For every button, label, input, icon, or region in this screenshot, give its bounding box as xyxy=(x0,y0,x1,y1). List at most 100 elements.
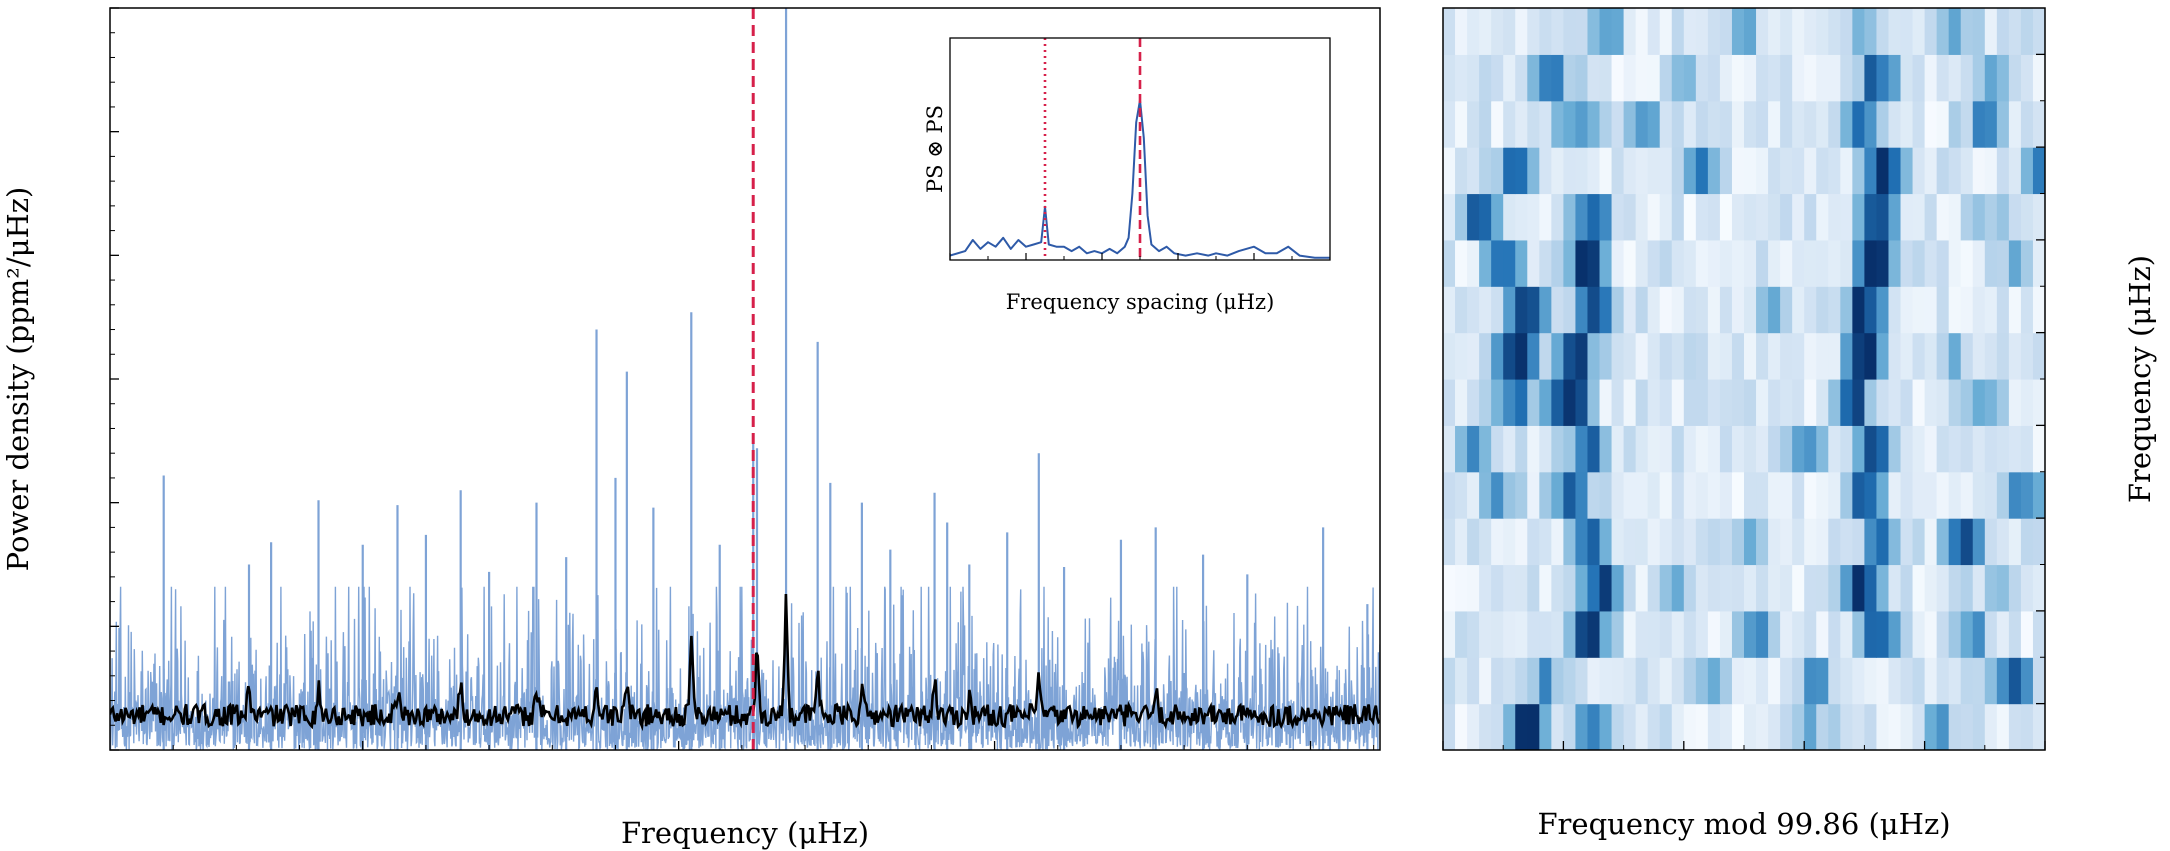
heatmap-cell xyxy=(1816,8,1829,55)
heatmap-cell xyxy=(1888,471,1902,519)
heatmap-cell xyxy=(1695,564,1709,612)
heatmap-cell xyxy=(1551,332,1564,380)
heatmap-cell xyxy=(2008,471,2022,519)
heatmap-cell xyxy=(1816,147,1829,195)
heatmap-cell xyxy=(2020,425,2034,473)
heatmap-cell xyxy=(1864,100,1878,148)
inset-y-label: PS ⊗ PS xyxy=(923,105,947,193)
heatmap-cell xyxy=(1695,425,1709,473)
heatmap-cell xyxy=(1804,147,1817,195)
inset-x-label: Frequency spacing (μHz) xyxy=(1006,290,1275,314)
heatmap-cell xyxy=(1828,193,1841,241)
heatmap-cell xyxy=(2020,54,2034,102)
heatmap-cell xyxy=(1768,239,1781,287)
heatmap-cell xyxy=(1804,8,1817,55)
heatmap-cell xyxy=(1479,147,1492,195)
heatmap-cell xyxy=(1792,610,1805,658)
heatmap-cell xyxy=(1816,703,1829,750)
heatmap-cell xyxy=(1864,147,1878,195)
heatmap-cell xyxy=(1623,147,1637,195)
heatmap-cell xyxy=(1611,193,1625,241)
heatmap-cell xyxy=(1984,564,1998,612)
heatmap-cell xyxy=(1455,657,1468,705)
heatmap-cell xyxy=(2008,54,2022,102)
heatmap-cell xyxy=(1719,147,1733,195)
heatmap-cell xyxy=(1443,332,1456,380)
heatmap-cell xyxy=(1888,193,1902,241)
heatmap-cell xyxy=(1575,657,1589,705)
heatmap-cell xyxy=(1840,703,1853,750)
heatmap-cell xyxy=(1683,332,1697,380)
heatmap-cell xyxy=(1683,147,1697,195)
heatmap-cell xyxy=(1551,657,1564,705)
heatmap-cell xyxy=(1780,239,1793,287)
power-spectrum-plot: Frequency (μHz) Power density (ppm²/μHz) xyxy=(1,7,1381,850)
heatmap-cell xyxy=(1611,564,1625,612)
heatmap-cell xyxy=(1599,379,1613,426)
heatmap-cell xyxy=(1996,471,2010,519)
heatmap-cell xyxy=(1515,239,1528,287)
heatmap-cell xyxy=(1647,379,1661,426)
heatmap-cell xyxy=(1744,703,1757,750)
heatmap-cell xyxy=(1707,147,1721,195)
heatmap-cell xyxy=(1539,657,1552,705)
heatmap-cell xyxy=(1864,518,1878,566)
heatmap-cell xyxy=(1563,332,1577,380)
heatmap-cell xyxy=(1695,703,1709,750)
heatmap-cell xyxy=(1539,8,1552,55)
heatmap-cell xyxy=(1563,8,1577,55)
heatmap-cell xyxy=(1816,564,1829,612)
heatmap-cell xyxy=(1623,657,1637,705)
heatmap-cell xyxy=(1936,703,1950,750)
heatmap-cell xyxy=(1840,471,1853,519)
heatmap-cell xyxy=(1455,703,1468,750)
heatmap-cell xyxy=(1840,657,1853,705)
heatmap-cell xyxy=(1972,286,1986,334)
heatmap-cell xyxy=(2032,54,2045,102)
heatmap-cell xyxy=(1443,147,1456,195)
heatmap-cell xyxy=(1587,100,1601,148)
heatmap-cell xyxy=(1731,286,1745,334)
heatmap-cell xyxy=(1876,518,1890,566)
heatmap-cell xyxy=(1768,54,1781,102)
heatmap-cell xyxy=(1695,286,1709,334)
heatmap-cell xyxy=(1527,379,1540,426)
heatmap-cell xyxy=(1539,471,1552,519)
heatmap-cell xyxy=(2032,100,2045,148)
heatmap-cell xyxy=(1731,657,1745,705)
heatmap-cell xyxy=(1467,147,1480,195)
heatmap-cell xyxy=(1876,54,1890,102)
heatmap-cell xyxy=(1960,703,1974,750)
heatmap-cell xyxy=(1948,379,1962,426)
heatmap-cell xyxy=(1948,286,1962,334)
heatmap-cell xyxy=(1780,193,1793,241)
heatmap-cell xyxy=(1744,564,1757,612)
heatmap-cell xyxy=(1780,379,1793,426)
heatmap-cell xyxy=(1888,286,1902,334)
heatmap-cell xyxy=(1972,564,1986,612)
heatmap-cell xyxy=(1912,100,1926,148)
heatmap-cell xyxy=(1539,100,1552,148)
heatmap-cell xyxy=(1587,147,1601,195)
heatmap-cell xyxy=(1695,8,1709,55)
heatmap-cell xyxy=(1503,54,1516,102)
heatmap-cell xyxy=(1479,471,1492,519)
heatmap-cell xyxy=(1876,610,1890,658)
heatmap-cell xyxy=(1539,703,1552,750)
heatmap-cell xyxy=(1876,147,1890,195)
heatmap-cell xyxy=(1996,147,2010,195)
heatmap-cell xyxy=(1996,332,2010,380)
heatmap-cell xyxy=(1804,239,1817,287)
heatmap-cell xyxy=(1443,657,1456,705)
heatmap-cell xyxy=(1455,147,1468,195)
heatmap-cell xyxy=(1575,286,1589,334)
heatmap-cell xyxy=(1695,193,1709,241)
heatmap-cell xyxy=(1635,379,1649,426)
heatmap-cell xyxy=(1611,54,1625,102)
heatmap-cell xyxy=(2032,379,2045,426)
heatmap-cell xyxy=(1563,471,1577,519)
heatmap-cell xyxy=(1756,100,1769,148)
heatmap-cell xyxy=(1623,379,1637,426)
heatmap-cell xyxy=(1659,286,1673,334)
heatmap-cell xyxy=(1707,100,1721,148)
